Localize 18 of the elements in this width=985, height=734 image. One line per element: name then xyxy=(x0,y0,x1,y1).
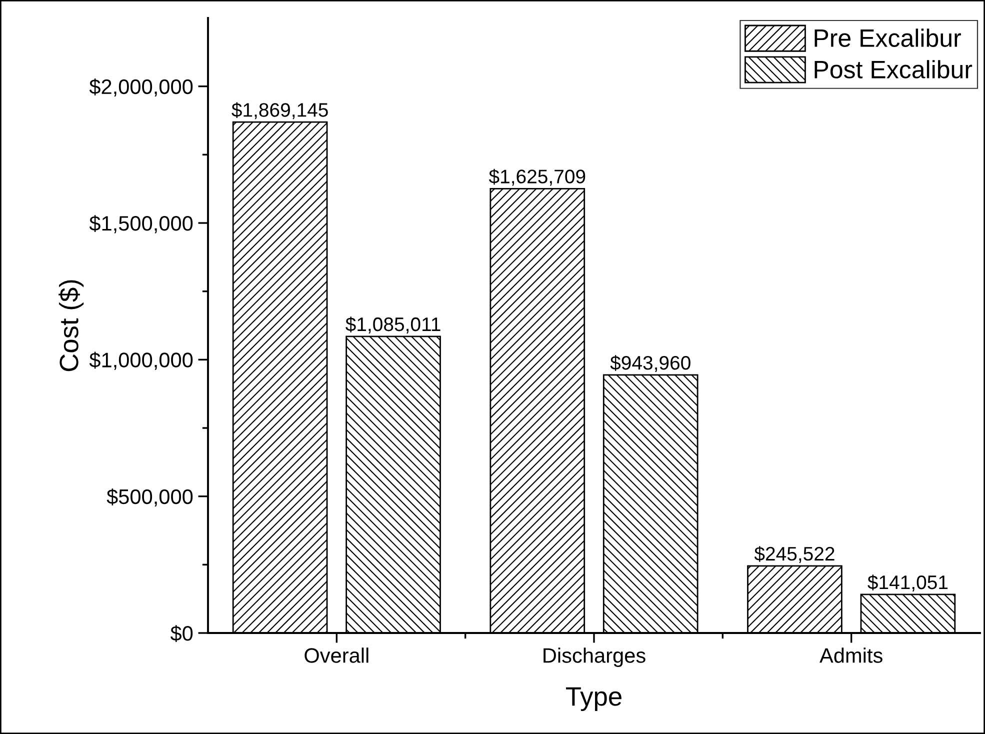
data-label: $1,085,011 xyxy=(346,316,440,334)
x-tick-label: Discharges xyxy=(544,648,646,668)
data-label: $943,960 xyxy=(610,355,690,372)
x-axis-title: Type xyxy=(566,687,622,712)
y-tick-label: $1,500,000 xyxy=(89,215,193,234)
x-tick-label: Overall xyxy=(304,648,368,663)
y-tick-label: $1,000,000 xyxy=(89,352,193,370)
data-label: $141,051 xyxy=(868,574,948,592)
legend-label: Pre Excalibur xyxy=(814,28,961,47)
y-tick-label: $500,000 xyxy=(106,488,193,507)
legend-label: Post Excalibur xyxy=(814,60,972,78)
y-axis-title: Cost ($) xyxy=(58,280,84,372)
data-label: $1,869,145 xyxy=(232,102,328,120)
y-tick-label: $2,000,000 xyxy=(89,78,193,97)
data-label: $1,625,709 xyxy=(488,168,586,186)
data-label: $245,522 xyxy=(754,546,834,563)
y-tick-label: $0 xyxy=(170,625,193,642)
x-tick-label: Admits xyxy=(820,648,882,663)
